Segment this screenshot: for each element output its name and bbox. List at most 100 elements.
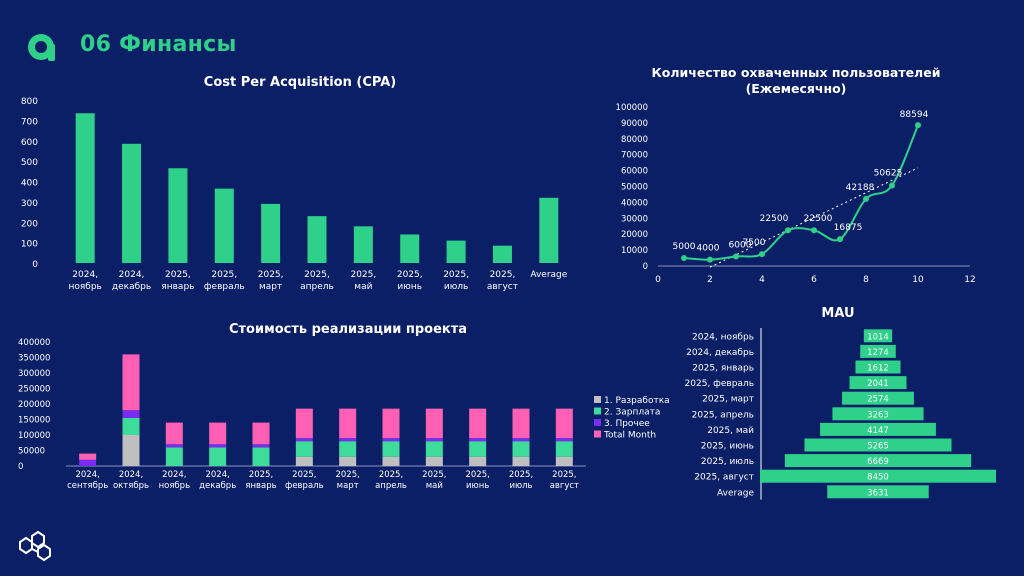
data-label: 5000 <box>673 242 696 252</box>
page-title: 06 Финансы <box>80 32 237 57</box>
x-tick-label: июль <box>509 481 532 491</box>
cpa-bar <box>400 234 420 263</box>
other-segment <box>295 438 313 442</box>
y-tick-label: 2025, январь <box>692 364 754 374</box>
x-tick-label: 12 <box>964 275 975 285</box>
data-label: 22500 <box>804 214 833 224</box>
x-tick-label: май <box>426 481 443 491</box>
x-tick-label: февраль <box>204 282 245 292</box>
x-tick-label: 2025, <box>465 470 489 480</box>
total-segment <box>295 408 313 439</box>
users-point <box>863 195 869 202</box>
salary-segment <box>555 441 573 457</box>
total-segment <box>122 354 140 411</box>
salary-segment <box>295 441 313 457</box>
x-tick-label: 8 <box>863 275 869 285</box>
y-tick-label: 250000 <box>18 385 50 395</box>
salary-segment <box>122 417 140 435</box>
cpa-bar <box>75 113 95 264</box>
legend-label: 1. Разработка <box>604 396 670 406</box>
cpa-bar <box>353 226 373 263</box>
x-tick-label: 2025, <box>165 270 191 280</box>
y-tick-label: 500 <box>21 158 38 168</box>
x-tick-label: 2025, <box>422 470 446 480</box>
users-point <box>681 255 687 262</box>
total-segment <box>555 408 573 439</box>
x-tick-label: март <box>337 481 359 491</box>
users-point <box>733 253 739 260</box>
data-label: 7500 <box>743 238 766 248</box>
y-tick-label: 0 <box>32 260 38 270</box>
y-tick-label: 100000 <box>18 431 50 441</box>
mau-bar <box>860 344 896 358</box>
x-tick-label: 2024, <box>162 470 186 480</box>
x-tick-label: 2025, <box>258 270 284 280</box>
y-tick-label: 50000 <box>621 183 648 193</box>
total-segment <box>382 408 400 439</box>
mau-bar <box>832 407 924 421</box>
data-label: 3631 <box>867 488 889 498</box>
total-segment <box>252 422 270 445</box>
y-tick-label: 70000 <box>621 151 648 161</box>
y-tick-label: 80000 <box>621 135 648 145</box>
total-segment <box>469 408 487 439</box>
chart-subtitle: (Ежемесячно) <box>746 81 847 96</box>
y-tick-label: 40000 <box>621 198 648 208</box>
x-tick-label: 2025, <box>304 270 330 280</box>
other-segment <box>165 444 183 448</box>
chart-title: MAU <box>821 306 854 321</box>
data-label: 4147 <box>867 426 889 436</box>
other-segment <box>79 459 97 466</box>
data-label: 88594 <box>900 110 929 120</box>
legend-swatch <box>594 430 601 438</box>
x-tick-label: 2024, <box>72 270 98 280</box>
y-tick-label: 800 <box>21 97 38 107</box>
users-point <box>759 251 765 258</box>
y-tick-label: 600 <box>21 138 38 148</box>
y-tick-label: 200 <box>21 219 38 229</box>
y-tick-label: 2024, декабрь <box>686 348 754 358</box>
x-tick-label: апрель <box>375 481 407 491</box>
data-label: 4000 <box>697 244 720 254</box>
cpa-bar <box>122 143 142 263</box>
other-segment <box>382 438 400 442</box>
y-tick-label: 2025, февраль <box>685 379 754 389</box>
salary-segment <box>165 447 183 466</box>
y-tick-label: 700 <box>21 117 38 127</box>
mau-bar <box>849 376 907 390</box>
users-point <box>837 236 843 243</box>
dev-segment <box>382 456 400 466</box>
x-tick-label: январь <box>245 481 276 491</box>
total-segment <box>339 408 357 439</box>
y-tick-label: 2025, апрель <box>692 410 754 420</box>
other-segment <box>469 438 487 442</box>
legend-label: 2. Зарплата <box>604 408 660 418</box>
y-tick-label: 30000 <box>621 214 648 224</box>
dev-segment <box>339 456 357 466</box>
other-segment <box>425 438 443 442</box>
y-tick-label: 2025, май <box>707 426 754 436</box>
y-tick-label: 300000 <box>18 369 50 379</box>
x-tick-label: апрель <box>300 282 334 292</box>
data-label: 1612 <box>867 364 889 374</box>
x-tick-label: 2024, <box>75 470 99 480</box>
users-point <box>811 227 817 234</box>
x-tick-label: 0 <box>655 275 661 285</box>
x-tick-label: 2025, <box>379 470 403 480</box>
dev-segment <box>512 456 530 466</box>
hexagon-cluster-icon <box>19 530 51 562</box>
total-segment <box>209 422 227 445</box>
other-segment <box>209 444 227 448</box>
y-tick-label: 400 <box>21 179 38 189</box>
x-tick-label: июнь <box>466 481 489 491</box>
total-segment <box>165 422 183 445</box>
salary-segment <box>339 441 357 457</box>
data-label: 8450 <box>867 473 889 483</box>
data-label: 22500 <box>760 214 789 224</box>
x-tick-label: март <box>259 282 282 292</box>
brand-logo-icon <box>28 34 55 61</box>
y-tick-label: 0 <box>643 262 648 272</box>
cpa-bar <box>261 203 281 263</box>
chart-title: Стоимость реализации проекта <box>229 322 467 337</box>
